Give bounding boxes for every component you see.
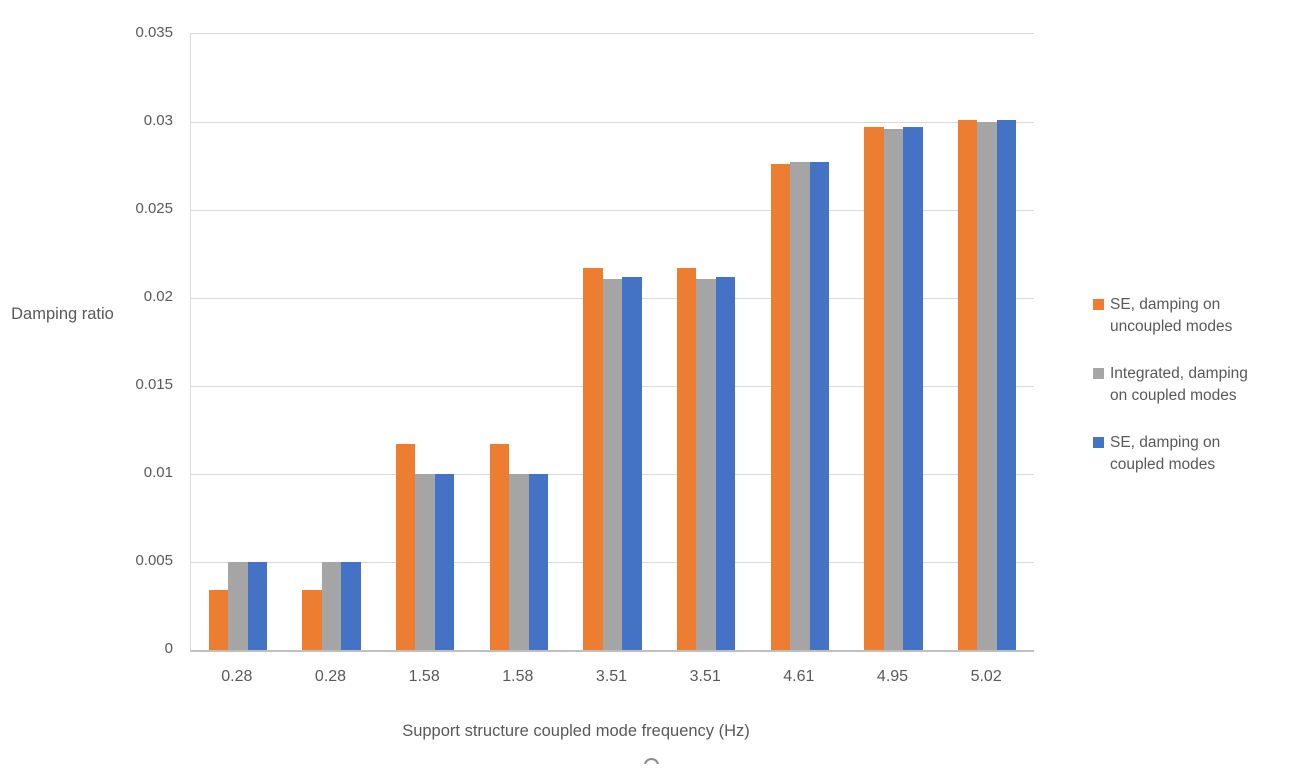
bar-se-damping-on-coupled-modes-5.02 [996,120,1017,650]
x-tick-label: 4.61 [783,668,815,685]
y-tick-label: 0 [164,640,173,657]
bar-se-damping-on-uncoupled-modes-3.51 [676,268,697,650]
bar-integrated-damping-on-coupled-modes-5.02 [977,122,997,650]
x-axis-title: Support structure coupled mode frequency… [402,722,750,740]
y-tick-label: 0.025 [135,200,173,217]
bar-se-damping-on-coupled-modes-3.51 [622,276,642,650]
bar-se-damping-on-uncoupled-modes-4.61 [770,164,791,650]
bar-integrated-damping-on-coupled-modes-3.51 [696,278,716,650]
bar-se-damping-on-coupled-modes-4.95 [903,127,923,650]
legend-label: Integrated, damping on coupled modes [1110,365,1248,404]
x-tick-label: 5.02 [970,668,1002,685]
bar-integrated-damping-on-coupled-modes-4.61 [790,162,810,650]
plot-area [190,33,1034,652]
bar-se-damping-on-uncoupled-modes-0.28 [208,590,229,650]
bar-se-damping-on-uncoupled-modes-3.51 [583,268,603,650]
bar-integrated-damping-on-coupled-modes-1.58 [415,474,435,650]
bar-se-damping-on-uncoupled-modes-4.95 [864,127,884,650]
y-tick-label: 0.01 [143,464,173,481]
y-tick-label: 0.03 [143,112,173,129]
clipped-text-fragment [644,758,659,764]
bar-integrated-damping-on-coupled-modes-0.28 [321,562,342,650]
bar-se-damping-on-coupled-modes-1.58 [528,474,549,650]
legend-label: SE, damping on uncoupled modes [1110,296,1233,335]
bar-integrated-damping-on-coupled-modes-1.58 [509,474,529,650]
y-tick-label: 0.005 [135,552,173,569]
bar-se-damping-on-coupled-modes-1.58 [434,474,455,650]
legend-swatch-icon [1093,437,1104,448]
x-tick-label: 0.28 [221,668,253,685]
bar-integrated-damping-on-coupled-modes-4.95 [883,129,904,650]
gridline [191,210,1034,211]
y-tick-label: 0.035 [135,24,173,41]
x-tick-label: 3.51 [689,668,721,685]
x-tick-label: 3.51 [595,668,628,685]
bar-se-damping-on-coupled-modes-0.28 [247,562,268,650]
bar-se-damping-on-coupled-modes-3.51 [715,276,736,650]
bar-se-damping-on-coupled-modes-4.61 [809,162,830,650]
bar-se-damping-on-uncoupled-modes-5.02 [957,120,978,650]
y-axis-title: Damping ratio [11,305,114,323]
y-tick-label: 0.02 [143,288,173,305]
gridline [191,122,1034,123]
bar-se-damping-on-coupled-modes-0.28 [341,562,361,650]
x-tick-label: 1.58 [502,668,534,685]
legend-item: SE, damping on coupled modes [1093,432,1220,476]
legend-label: SE, damping on coupled modes [1110,434,1221,473]
bar-se-damping-on-uncoupled-modes-1.58 [395,444,416,650]
legend-item: Integrated, damping on coupled modes [1093,363,1248,407]
legend-item: SE, damping on uncoupled modes [1093,294,1232,338]
bar-integrated-damping-on-coupled-modes-3.51 [602,278,623,650]
y-tick-label: 0.015 [135,376,173,393]
x-tick-label: 1.58 [408,668,440,685]
x-tick-label: 0.28 [314,668,347,685]
bar-se-damping-on-uncoupled-modes-0.28 [302,590,322,650]
bar-integrated-damping-on-coupled-modes-0.28 [228,562,248,650]
x-tick-label: 4.95 [876,668,909,685]
legend-swatch-icon [1093,299,1104,310]
bar-se-damping-on-uncoupled-modes-1.58 [489,444,510,650]
legend-swatch-icon [1093,368,1104,379]
